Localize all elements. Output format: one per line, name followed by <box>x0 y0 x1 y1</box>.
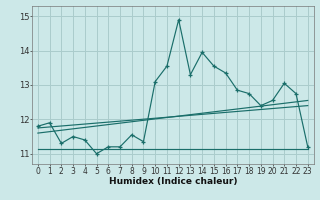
X-axis label: Humidex (Indice chaleur): Humidex (Indice chaleur) <box>108 177 237 186</box>
